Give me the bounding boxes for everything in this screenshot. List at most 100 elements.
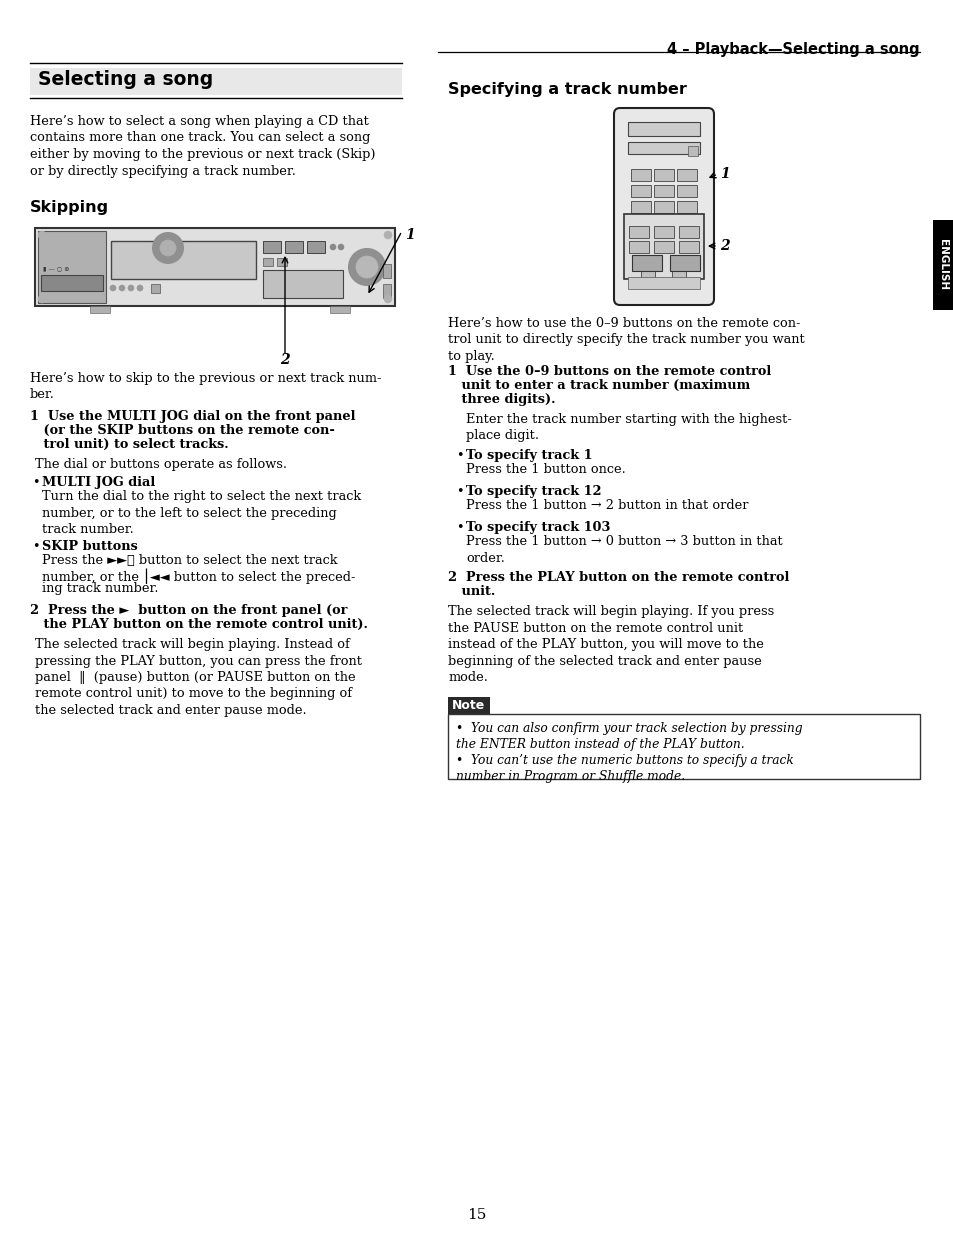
- Bar: [276, 258, 287, 266]
- Bar: [654, 241, 673, 253]
- Bar: [654, 201, 673, 212]
- Text: To specify track 103: To specify track 103: [465, 521, 610, 534]
- Text: •: •: [32, 475, 39, 489]
- Text: ing track number.: ing track number.: [42, 582, 158, 595]
- Text: •: •: [456, 485, 463, 498]
- Text: The selected track will begin playing. If you press
the PAUSE button on the remo: The selected track will begin playing. I…: [448, 605, 774, 684]
- Text: unit.: unit.: [448, 585, 495, 598]
- Bar: [330, 306, 350, 312]
- Bar: [35, 228, 395, 306]
- Bar: [90, 306, 110, 312]
- Circle shape: [337, 245, 344, 249]
- Text: Press the ►►⎯ button to select the next track: Press the ►►⎯ button to select the next …: [42, 555, 337, 567]
- Text: Press the 1 button → 0 button → 3 button in that
order.: Press the 1 button → 0 button → 3 button…: [465, 535, 781, 564]
- Bar: [111, 241, 255, 279]
- Text: trol unit) to select tracks.: trol unit) to select tracks.: [30, 438, 229, 451]
- Bar: [307, 241, 325, 253]
- Bar: [932, 220, 952, 310]
- Text: MULTI JOG dial: MULTI JOG dial: [42, 475, 155, 489]
- Text: •: •: [32, 540, 39, 553]
- Bar: [382, 264, 391, 278]
- Text: Note: Note: [452, 699, 485, 713]
- Text: Specifying a track number: Specifying a track number: [448, 82, 686, 98]
- Bar: [285, 241, 303, 253]
- Bar: [627, 142, 700, 154]
- Text: 1  Use the MULTI JOG dial on the front panel: 1 Use the MULTI JOG dial on the front pa…: [30, 410, 355, 424]
- Text: 15: 15: [467, 1208, 486, 1221]
- Bar: [448, 714, 919, 779]
- Text: To specify track 12: To specify track 12: [465, 485, 601, 498]
- Bar: [630, 201, 650, 212]
- Bar: [623, 214, 703, 279]
- Bar: [41, 275, 103, 291]
- Text: Enter the track number starting with the highest-
place digit.: Enter the track number starting with the…: [465, 412, 791, 442]
- Circle shape: [384, 231, 392, 240]
- Bar: [654, 226, 673, 238]
- Text: the PLAY button on the remote control unit).: the PLAY button on the remote control un…: [30, 618, 368, 631]
- Circle shape: [38, 295, 46, 303]
- Text: 2  Press the ►  button on the front panel (or: 2 Press the ► button on the front panel …: [30, 604, 347, 618]
- Bar: [677, 201, 697, 212]
- Circle shape: [160, 240, 175, 256]
- Text: three digits).: three digits).: [448, 393, 555, 406]
- Text: To specify track 1: To specify track 1: [465, 450, 592, 462]
- Text: SKIP buttons: SKIP buttons: [42, 540, 137, 553]
- Bar: [679, 241, 699, 253]
- FancyBboxPatch shape: [614, 107, 713, 305]
- Circle shape: [110, 285, 116, 291]
- Text: number, or the ⎮◄◄ button to select the preced-: number, or the ⎮◄◄ button to select the …: [42, 568, 355, 583]
- Text: The selected track will begin playing. Instead of
pressing the PLAY button, you : The selected track will begin playing. I…: [35, 638, 361, 718]
- Bar: [263, 241, 281, 253]
- Text: Press the 1 button → 2 button in that order: Press the 1 button → 2 button in that or…: [465, 499, 748, 513]
- Bar: [30, 68, 401, 95]
- Bar: [640, 270, 655, 283]
- Bar: [628, 241, 648, 253]
- Text: •: •: [456, 450, 463, 462]
- Bar: [637, 256, 657, 268]
- Text: •  You can also confirm your track selection by pressing
the ENTER button instea: • You can also confirm your track select…: [456, 722, 801, 751]
- Bar: [263, 258, 273, 266]
- Bar: [627, 277, 700, 289]
- Bar: [382, 284, 391, 298]
- Text: Turn the dial to the right to select the next track
number, or to the left to se: Turn the dial to the right to select the…: [42, 490, 361, 536]
- Bar: [671, 270, 685, 283]
- Text: •: •: [456, 521, 463, 534]
- Text: Selecting a song: Selecting a song: [38, 70, 213, 89]
- Text: 2: 2: [280, 353, 290, 367]
- Text: 1: 1: [405, 228, 415, 242]
- Circle shape: [137, 285, 143, 291]
- Text: Here’s how to use the 0–9 buttons on the remote con-
trol unit to directly speci: Here’s how to use the 0–9 buttons on the…: [448, 317, 804, 363]
- Text: 2: 2: [720, 240, 729, 253]
- Bar: [677, 169, 697, 182]
- Bar: [677, 185, 697, 198]
- Text: (or the SKIP buttons on the remote con-: (or the SKIP buttons on the remote con-: [30, 424, 335, 437]
- Bar: [654, 169, 673, 182]
- Text: 1: 1: [720, 167, 729, 182]
- Text: 1  Use the 0–9 buttons on the remote control: 1 Use the 0–9 buttons on the remote cont…: [448, 366, 770, 378]
- Text: Here’s how to select a song when playing a CD that
contains more than one track.: Here’s how to select a song when playing…: [30, 115, 375, 178]
- Text: The dial or buttons operate as follows.: The dial or buttons operate as follows.: [35, 458, 287, 471]
- Circle shape: [38, 231, 46, 240]
- Bar: [630, 169, 650, 182]
- Bar: [38, 231, 106, 303]
- Bar: [448, 697, 490, 714]
- Text: •  You can’t use the numeric buttons to specify a track
number in Program or Shu: • You can’t use the numeric buttons to s…: [456, 755, 793, 783]
- Circle shape: [349, 249, 385, 285]
- Text: Skipping: Skipping: [30, 200, 109, 215]
- Text: ▮ — ○ ⊕: ▮ — ○ ⊕: [43, 266, 70, 270]
- Bar: [669, 254, 700, 270]
- Bar: [627, 122, 700, 136]
- Text: Press the 1 button once.: Press the 1 button once.: [465, 463, 625, 475]
- Circle shape: [152, 233, 183, 263]
- Bar: [654, 185, 673, 198]
- Text: unit to enter a track number (maximum: unit to enter a track number (maximum: [448, 379, 749, 391]
- Circle shape: [119, 285, 125, 291]
- Bar: [687, 146, 698, 156]
- Circle shape: [355, 256, 377, 278]
- Bar: [630, 185, 650, 198]
- Circle shape: [330, 245, 335, 249]
- Text: ENGLISH: ENGLISH: [937, 240, 947, 290]
- Text: 2  Press the PLAY button on the remote control: 2 Press the PLAY button on the remote co…: [448, 571, 788, 584]
- Bar: [631, 254, 661, 270]
- Bar: [263, 270, 343, 298]
